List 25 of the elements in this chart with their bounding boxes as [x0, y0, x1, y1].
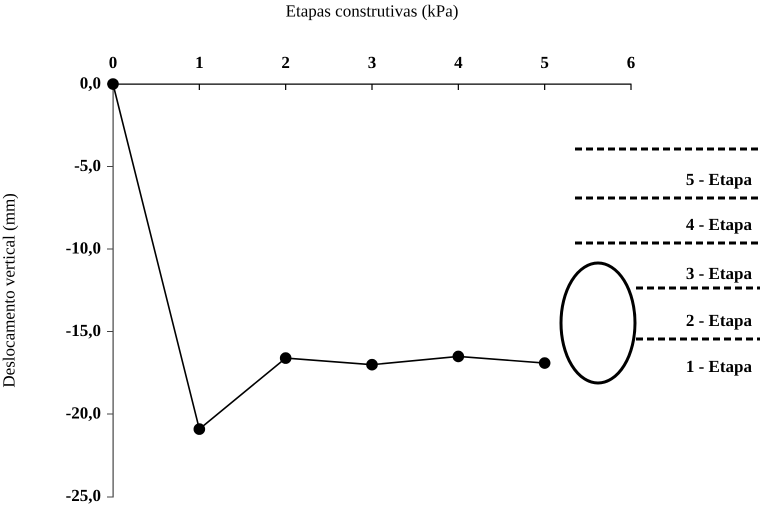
- x-tick-label: 4: [454, 53, 464, 72]
- y-tick-label: -25,0: [66, 486, 101, 506]
- x-tick-label: 5: [540, 53, 549, 72]
- x-tick-label: 0: [108, 53, 118, 72]
- y-tick-label: -5,0: [74, 156, 101, 175]
- y-tick-label: -10,0: [66, 238, 101, 258]
- point: [452, 350, 464, 362]
- text: 5 - Etapa: [686, 170, 752, 189]
- point: [538, 357, 550, 369]
- y-tick-label: 0,0: [80, 73, 101, 92]
- point: [366, 358, 378, 371]
- text: 2 - Etapa: [686, 311, 752, 330]
- x-tick-label: 1: [195, 53, 204, 72]
- x-tick-label: 6: [626, 53, 636, 72]
- text: 3 - Etapa: [686, 264, 752, 283]
- x-axis-title: Etapas construtivas (kPa): [286, 2, 458, 21]
- text: 1 - Etapa: [686, 357, 752, 376]
- y-tick-label: -20,0: [66, 404, 101, 423]
- point: [194, 423, 206, 435]
- point: [280, 352, 292, 364]
- y-axis-title: Deslocamento vertical (mm): [0, 193, 19, 388]
- text: 4 - Etapa: [686, 215, 752, 234]
- x-tick-label: 2: [281, 53, 290, 72]
- y-tick-label: -15,0: [66, 321, 101, 340]
- x-tick-label: 3: [368, 53, 376, 72]
